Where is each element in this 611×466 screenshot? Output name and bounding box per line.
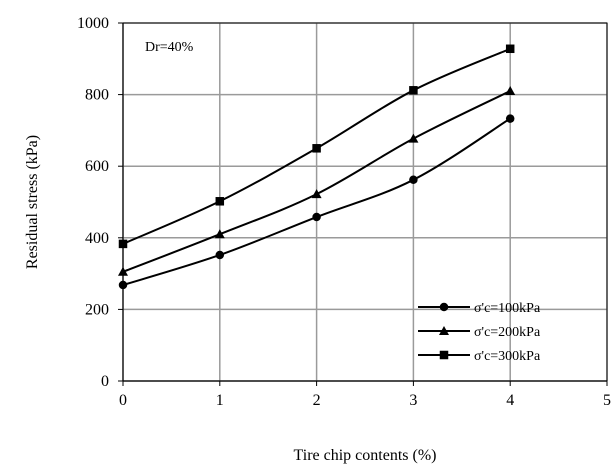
legend-item: σ'c=300kPa [418,349,541,364]
y-axis: 0 200 400 600 800 1000 [77,15,124,390]
y-tick-label: 1000 [77,15,109,32]
data-point-circle [409,175,418,185]
data-point-circle [505,114,515,123]
x-tick-label: 2 [313,392,321,409]
data-point-square [409,86,418,95]
data-point-square [118,239,128,249]
data-point-circle [312,212,321,222]
legend-label: σ'c=300kPa [474,349,541,364]
legend-label: σ'c=100kPa [474,301,541,316]
data-point-circle [118,280,128,290]
legend-item: σ'c=200kPa [418,325,541,340]
y-tick-label: 200 [85,301,109,318]
x-tick-label: 3 [409,392,417,409]
y-axis-title: Residual stress (kPa) [24,135,41,269]
data-point-triangle [214,229,225,239]
y-tick-label: 800 [85,87,109,104]
data-point-triangle [118,266,128,276]
x-tick-label: 0 [119,392,127,409]
series-layer [118,44,516,290]
data-point-triangle [408,133,419,143]
y-tick-label: 400 [85,230,109,247]
series-3 [118,44,515,249]
x-tick-label: 4 [506,392,514,409]
annotation-text: Dr=40% [145,40,194,55]
data-point-circle [439,302,449,312]
data-point-square [505,44,515,54]
data-point-triangle [311,189,322,199]
x-axis: 0 1 2 3 4 5 [119,380,611,409]
series-2 [118,86,516,276]
data-point-square [215,197,225,206]
series-1 [118,114,515,290]
data-point-square [439,350,449,360]
x-tick-label: 1 [216,392,224,409]
legend-item: σ'c=100kPa [418,301,541,316]
legend-label: σ'c=200kPa [474,325,541,340]
data-point-square [312,144,321,153]
data-point-triangle [505,86,516,96]
x-tick-label: 5 [603,392,611,409]
legend: σ'c=100kPa σ'c=200kPa σ'c=300kPa [418,301,541,364]
x-axis-title: Tire chip contents (%) [294,447,437,464]
data-point-triangle [439,326,449,335]
y-tick-label: 0 [101,373,109,390]
data-point-circle [215,250,225,260]
y-tick-label: 600 [85,158,109,175]
